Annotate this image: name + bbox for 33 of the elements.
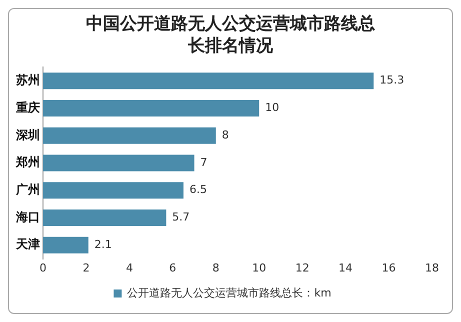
- y-tick-label: 海口: [15, 210, 40, 224]
- y-tick-label: 深圳: [15, 128, 40, 142]
- data-label: 10: [265, 101, 280, 114]
- y-tick-label: 天津: [15, 237, 40, 252]
- data-label: 6.5: [189, 183, 207, 196]
- x-tick-label: 12: [295, 261, 310, 274]
- y-tick-label: 郑州: [15, 155, 40, 170]
- y-tick-label: 重庆: [15, 100, 40, 114]
- x-tick-label: 2: [82, 261, 90, 274]
- data-label: 2.1: [94, 238, 112, 251]
- x-tick-label: 8: [212, 261, 220, 274]
- bar: [43, 100, 260, 116]
- x-tick-label: 4: [126, 261, 133, 274]
- bar: [43, 182, 184, 199]
- x-tick-label: 0: [40, 261, 46, 274]
- bar: [43, 154, 194, 172]
- bar: [43, 236, 88, 254]
- data-label: 5.7: [172, 210, 190, 224]
- x-tick-label: 16: [382, 261, 396, 274]
- bar: [43, 210, 166, 226]
- x-tick-label: 14: [338, 261, 353, 274]
- bar: [43, 127, 216, 144]
- data-label: 15.3: [380, 74, 404, 87]
- y-tick-label: 苏州: [15, 73, 40, 88]
- data-label: 8: [222, 128, 229, 142]
- x-tick-label: 18: [425, 261, 439, 274]
- chart-title: 中国公开道路无人公交运营城市路线总长排名情况: [86, 13, 376, 57]
- x-tick-label: 10: [252, 261, 266, 274]
- data-label: 7: [200, 156, 208, 169]
- y-tick-label: 广州: [15, 182, 40, 196]
- bar: [43, 72, 374, 90]
- x-tick-label: 6: [169, 261, 176, 274]
- legend-label: 公开道路无人公交运营城市路线总长：km: [127, 286, 332, 300]
